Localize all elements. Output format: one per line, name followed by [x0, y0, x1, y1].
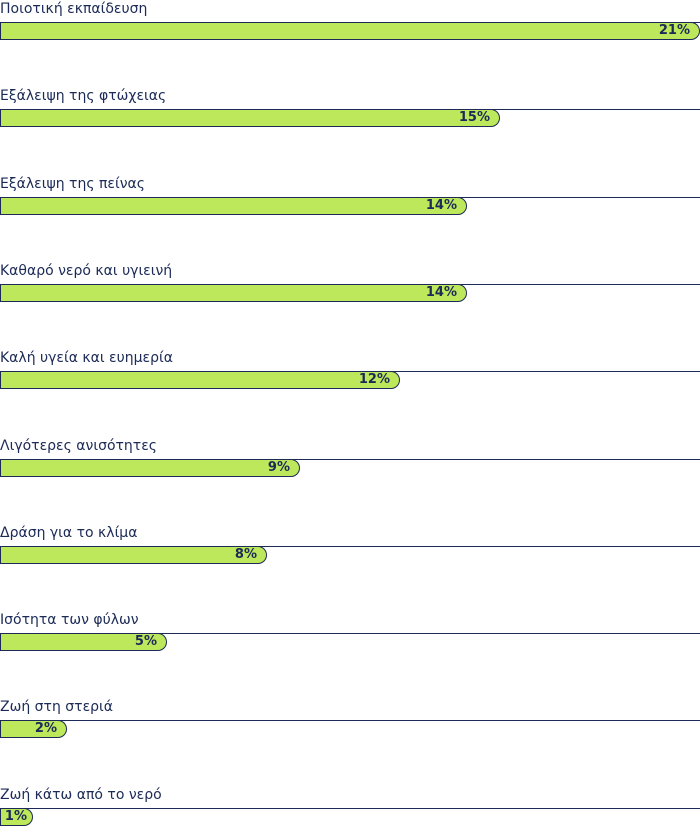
- category-label: Δράση για το κλίμα: [0, 525, 138, 541]
- category-label: Εξάλειψη της πείνας: [0, 176, 145, 192]
- bar-baseline: [0, 720, 700, 721]
- category-label: Ζωή κάτω από το νερό: [0, 787, 162, 803]
- category-label: Καθαρό νερό και υγιεινή: [0, 263, 173, 279]
- value-label: 2%: [34, 721, 57, 736]
- bar-baseline: [0, 459, 700, 460]
- bar: 14%: [0, 284, 467, 302]
- bar-baseline: [0, 808, 700, 809]
- category-label: Εξάλειψη της φτώχειας: [0, 88, 167, 104]
- bar: 21%: [0, 22, 700, 40]
- bar: 9%: [0, 459, 300, 477]
- value-label: 9%: [267, 460, 290, 475]
- bar: 2%: [0, 720, 67, 738]
- category-label: Ζωή στη στεριά: [0, 699, 113, 715]
- bar: 15%: [0, 109, 500, 127]
- value-label: 1%: [4, 809, 27, 824]
- value-label: 14%: [425, 198, 457, 213]
- value-label: 21%: [658, 23, 690, 38]
- bar: 5%: [0, 633, 167, 651]
- bar: 14%: [0, 197, 467, 215]
- bar: 1%: [0, 808, 33, 826]
- bar: 8%: [0, 546, 267, 564]
- bar-baseline: [0, 546, 700, 547]
- category-label: Καλή υγεία και ευημερία: [0, 350, 173, 366]
- value-label: 8%: [234, 547, 257, 562]
- category-label: Ποιοτική εκπαίδευση: [0, 1, 148, 17]
- value-label: 12%: [358, 372, 390, 387]
- bar-baseline: [0, 633, 700, 634]
- value-label: 15%: [458, 110, 490, 125]
- category-label: Λιγότερες ανισότητες: [0, 438, 158, 454]
- bar: 12%: [0, 371, 400, 389]
- value-label: 14%: [425, 285, 457, 300]
- category-label: Ισότητα των φύλων: [0, 612, 139, 628]
- value-label: 5%: [134, 634, 157, 649]
